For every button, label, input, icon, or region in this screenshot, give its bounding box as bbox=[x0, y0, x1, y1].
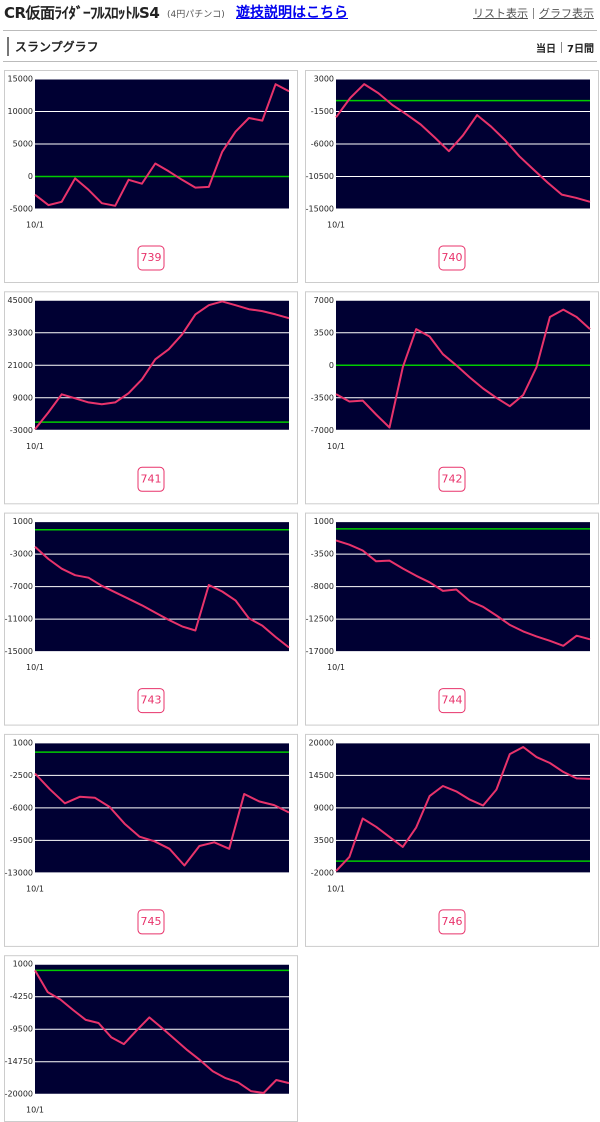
separator bbox=[561, 42, 563, 53]
y-tick-label: 9000 bbox=[13, 393, 33, 402]
y-tick-label: -1500 bbox=[311, 107, 334, 116]
machine-number-box bbox=[137, 245, 165, 271]
y-tick-label: 33000 bbox=[8, 328, 33, 337]
graph-view-link[interactable]: グラフ表示 bbox=[539, 7, 594, 20]
y-tick-label: -9500 bbox=[10, 1025, 33, 1034]
y-tick-label: 3500 bbox=[314, 836, 334, 845]
view-nav: リスト表示 グラフ表示 bbox=[473, 5, 594, 21]
y-tick-label: -5000 bbox=[10, 205, 33, 214]
slump-line bbox=[335, 539, 591, 647]
slump-line bbox=[34, 969, 290, 1094]
slump-line bbox=[34, 546, 290, 649]
machine-number: 744 bbox=[442, 694, 463, 707]
y-tick-label: -6000 bbox=[311, 140, 334, 149]
x-tick-label: 10/1 bbox=[327, 663, 345, 672]
x-tick-label: 10/1 bbox=[26, 1106, 44, 1115]
y-tick-label: -7000 bbox=[10, 582, 33, 591]
y-tick-label: -3000 bbox=[10, 550, 33, 559]
machine-number: 739 bbox=[141, 251, 162, 264]
y-tick-label: -3000 bbox=[10, 426, 33, 435]
y-tick-label: -2000 bbox=[311, 868, 334, 877]
x-tick-label: 10/1 bbox=[26, 663, 44, 672]
y-tick-label: 3500 bbox=[314, 328, 334, 337]
y-tick-label: -8000 bbox=[311, 582, 334, 591]
y-tick-label: 20000 bbox=[309, 738, 334, 747]
x-tick-label: 10/1 bbox=[327, 442, 345, 451]
y-tick-label: -15000 bbox=[5, 647, 33, 656]
y-tick-label: -20000 bbox=[5, 1090, 33, 1099]
subtitle: (4円パチンコ) bbox=[167, 10, 225, 20]
machine-number-box bbox=[438, 466, 466, 492]
y-tick-label: 45000 bbox=[8, 296, 33, 305]
y-tick-label: -3500 bbox=[311, 393, 334, 402]
x-tick-label: 10/1 bbox=[26, 442, 44, 451]
slump-line bbox=[335, 83, 591, 203]
y-tick-label: -7000 bbox=[311, 426, 334, 435]
y-tick-label: 3000 bbox=[314, 75, 334, 84]
machine-number: 740 bbox=[442, 251, 463, 264]
y-tick-label: 1000 bbox=[13, 738, 33, 747]
period-tabs: 当日 7日間 bbox=[536, 40, 594, 55]
today-tab[interactable]: 当日 bbox=[536, 44, 557, 55]
machine-number: 746 bbox=[442, 915, 463, 928]
machine-number-box bbox=[438, 245, 466, 271]
y-tick-label: -2500 bbox=[10, 771, 33, 780]
machine-number-box bbox=[137, 688, 165, 714]
machine-number-box bbox=[438, 688, 466, 714]
y-tick-label: -6000 bbox=[10, 803, 33, 812]
y-tick-label: 1000 bbox=[314, 517, 334, 526]
y-tick-label: 5000 bbox=[13, 140, 33, 149]
help-link[interactable]: 遊技説明はこちら bbox=[236, 5, 348, 21]
machine-number: 741 bbox=[141, 472, 162, 485]
machine-number: 743 bbox=[141, 694, 162, 707]
y-tick-label: -11000 bbox=[5, 615, 33, 624]
y-tick-label: -4250 bbox=[10, 992, 33, 1001]
slump-line bbox=[34, 300, 290, 430]
y-tick-label: -15000 bbox=[306, 205, 334, 214]
machine-number: 742 bbox=[442, 472, 463, 485]
x-tick-label: 10/1 bbox=[327, 221, 345, 230]
section-title: スランプグラフ bbox=[15, 40, 99, 54]
y-tick-label: 10000 bbox=[8, 107, 33, 116]
y-tick-label: 0 bbox=[329, 361, 334, 370]
x-tick-label: 10/1 bbox=[26, 884, 44, 893]
y-tick-label: -9500 bbox=[10, 836, 33, 845]
slump-line bbox=[34, 772, 290, 867]
y-tick-label: 14500 bbox=[309, 771, 334, 780]
y-tick-label: 9000 bbox=[314, 803, 334, 812]
machine-number-box bbox=[137, 466, 165, 492]
list-view-link[interactable]: リスト表示 bbox=[473, 7, 528, 20]
week-tab[interactable]: 7日間 bbox=[567, 44, 594, 55]
machine-number: 745 bbox=[141, 915, 162, 928]
slump-line bbox=[335, 746, 591, 872]
machine-number-box bbox=[438, 909, 466, 935]
y-tick-label: -17000 bbox=[306, 647, 334, 656]
divider bbox=[3, 30, 597, 31]
y-tick-label: -14750 bbox=[5, 1057, 33, 1066]
y-tick-label: 0 bbox=[28, 172, 33, 181]
section-bar bbox=[7, 37, 9, 56]
slump-line bbox=[34, 83, 290, 207]
x-tick-label: 10/1 bbox=[26, 221, 44, 230]
y-tick-label: -3500 bbox=[311, 550, 334, 559]
y-tick-label: 7000 bbox=[314, 296, 334, 305]
machine-number-box bbox=[137, 909, 165, 935]
separator bbox=[533, 7, 534, 19]
y-tick-label: 1000 bbox=[13, 960, 33, 969]
divider bbox=[3, 61, 597, 62]
y-tick-label: -12500 bbox=[306, 615, 334, 624]
y-tick-label: 21000 bbox=[8, 361, 33, 370]
slump-line bbox=[335, 308, 591, 429]
y-tick-label: -10500 bbox=[306, 172, 334, 181]
y-tick-label: 15000 bbox=[8, 75, 33, 84]
x-tick-label: 10/1 bbox=[327, 884, 345, 893]
y-tick-label: -13000 bbox=[5, 868, 33, 877]
y-tick-label: 1000 bbox=[13, 517, 33, 526]
page-title: CR仮面ﾗｲﾀﾞｰﾌﾙｽﾛｯﾄﾙS4 bbox=[4, 4, 160, 22]
